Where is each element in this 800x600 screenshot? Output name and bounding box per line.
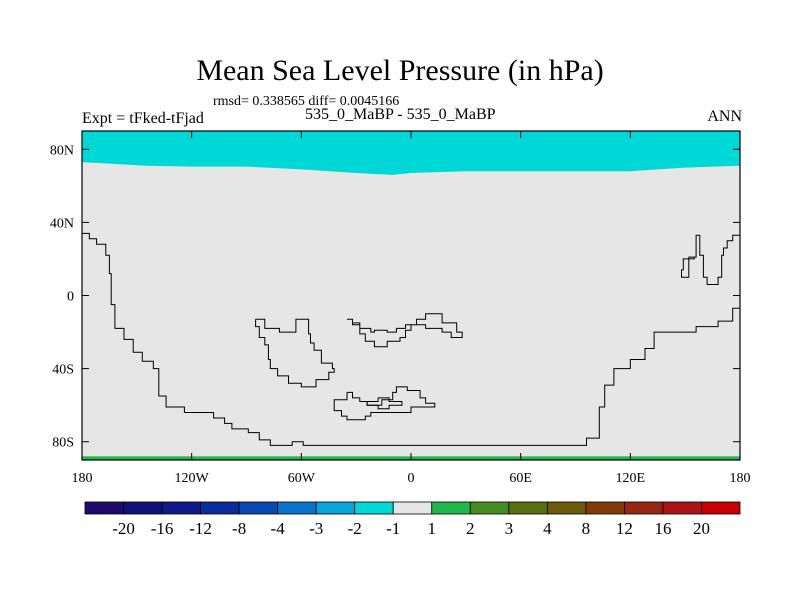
- colorbar-swatch: [508, 501, 548, 515]
- colorbar-label: 4: [543, 519, 552, 538]
- chart-title: Mean Sea Level Pressure (in hPa): [196, 54, 604, 87]
- colorbar-swatch: [315, 501, 356, 515]
- colorbar-swatch: [123, 501, 163, 515]
- colorbar-label: 12: [616, 519, 633, 538]
- colorbar-swatch: [701, 501, 741, 515]
- y-tick-label: 80S: [52, 436, 74, 451]
- colorbar-swatch: [392, 501, 433, 515]
- colorbar-swatch: [84, 501, 124, 515]
- colorbar-label: -12: [189, 519, 212, 538]
- colorbar-swatch: [624, 501, 664, 515]
- y-tick-label: 40S: [52, 363, 74, 378]
- land-outline-3: [347, 313, 463, 348]
- colorbar-label: 2: [466, 519, 475, 538]
- colorbar-label: 16: [654, 519, 671, 538]
- colorbar-swatch: [585, 501, 625, 515]
- land-outline-0: [82, 232, 740, 446]
- x-tick-label: 60E: [509, 471, 532, 486]
- axes: 180 120W 60W 0 60E 120E 180 80N 40N 0 40S 80S: [50, 130, 751, 486]
- land-outline-1: [681, 234, 740, 285]
- colorbar-swatch: [354, 501, 394, 515]
- land-outline-2: [255, 318, 335, 388]
- y-tick-label: 40N: [50, 216, 74, 231]
- colorbar-swatch: [277, 501, 317, 515]
- x-tick-label: 120W: [175, 471, 210, 486]
- colorbar-swatch: [200, 501, 240, 515]
- colorbar-label: -1: [386, 519, 400, 538]
- colorbar-label: 20: [693, 519, 710, 538]
- north-polar-band: [82, 131, 740, 175]
- y-tick-label: 0: [67, 290, 74, 305]
- colorbar-label: 8: [582, 519, 591, 538]
- colorbar-swatch: [431, 501, 471, 515]
- colorbar-label: -20: [112, 519, 135, 538]
- field-background: [82, 131, 740, 460]
- colorbar-swatch: [161, 501, 201, 515]
- colorbar-label: -8: [232, 519, 246, 538]
- x-tick-label: 180: [730, 471, 751, 486]
- colorbar-label: 3: [505, 519, 514, 538]
- colorbar-label: -2: [348, 519, 362, 538]
- colorbar-label: -4: [271, 519, 286, 538]
- colorbar-label: 1: [428, 519, 437, 538]
- colorbar-label: -16: [151, 519, 174, 538]
- x-tick-label: 120E: [616, 471, 646, 486]
- season-label: ANN: [707, 108, 742, 125]
- colorbar-swatch: [469, 501, 510, 515]
- period-label: 535_0_MaBP - 535_0_MaBP: [305, 106, 496, 123]
- colorbar-swatch: [546, 501, 587, 515]
- y-tick-label: 80N: [50, 143, 74, 158]
- colorbar-swatch: [238, 501, 279, 515]
- x-tick-label: 60W: [288, 471, 316, 486]
- colorbar: -20 -16 -12 -8 -4 -3 -2 -1 1 2 3 4 8 12 16 20: [84, 501, 741, 538]
- land-outline-5: [366, 397, 403, 410]
- x-tick-label: 0: [408, 471, 415, 486]
- x-tick-label: 180: [72, 471, 93, 486]
- colorbar-swatch: [662, 501, 702, 515]
- plot-area: [82, 131, 740, 460]
- experiment-label: Expt = tFked-tFjad: [82, 110, 204, 127]
- stats-text: rmsd= 0.338565 diff= 0.0045166: [213, 94, 400, 109]
- colorbar-label: -3: [309, 519, 323, 538]
